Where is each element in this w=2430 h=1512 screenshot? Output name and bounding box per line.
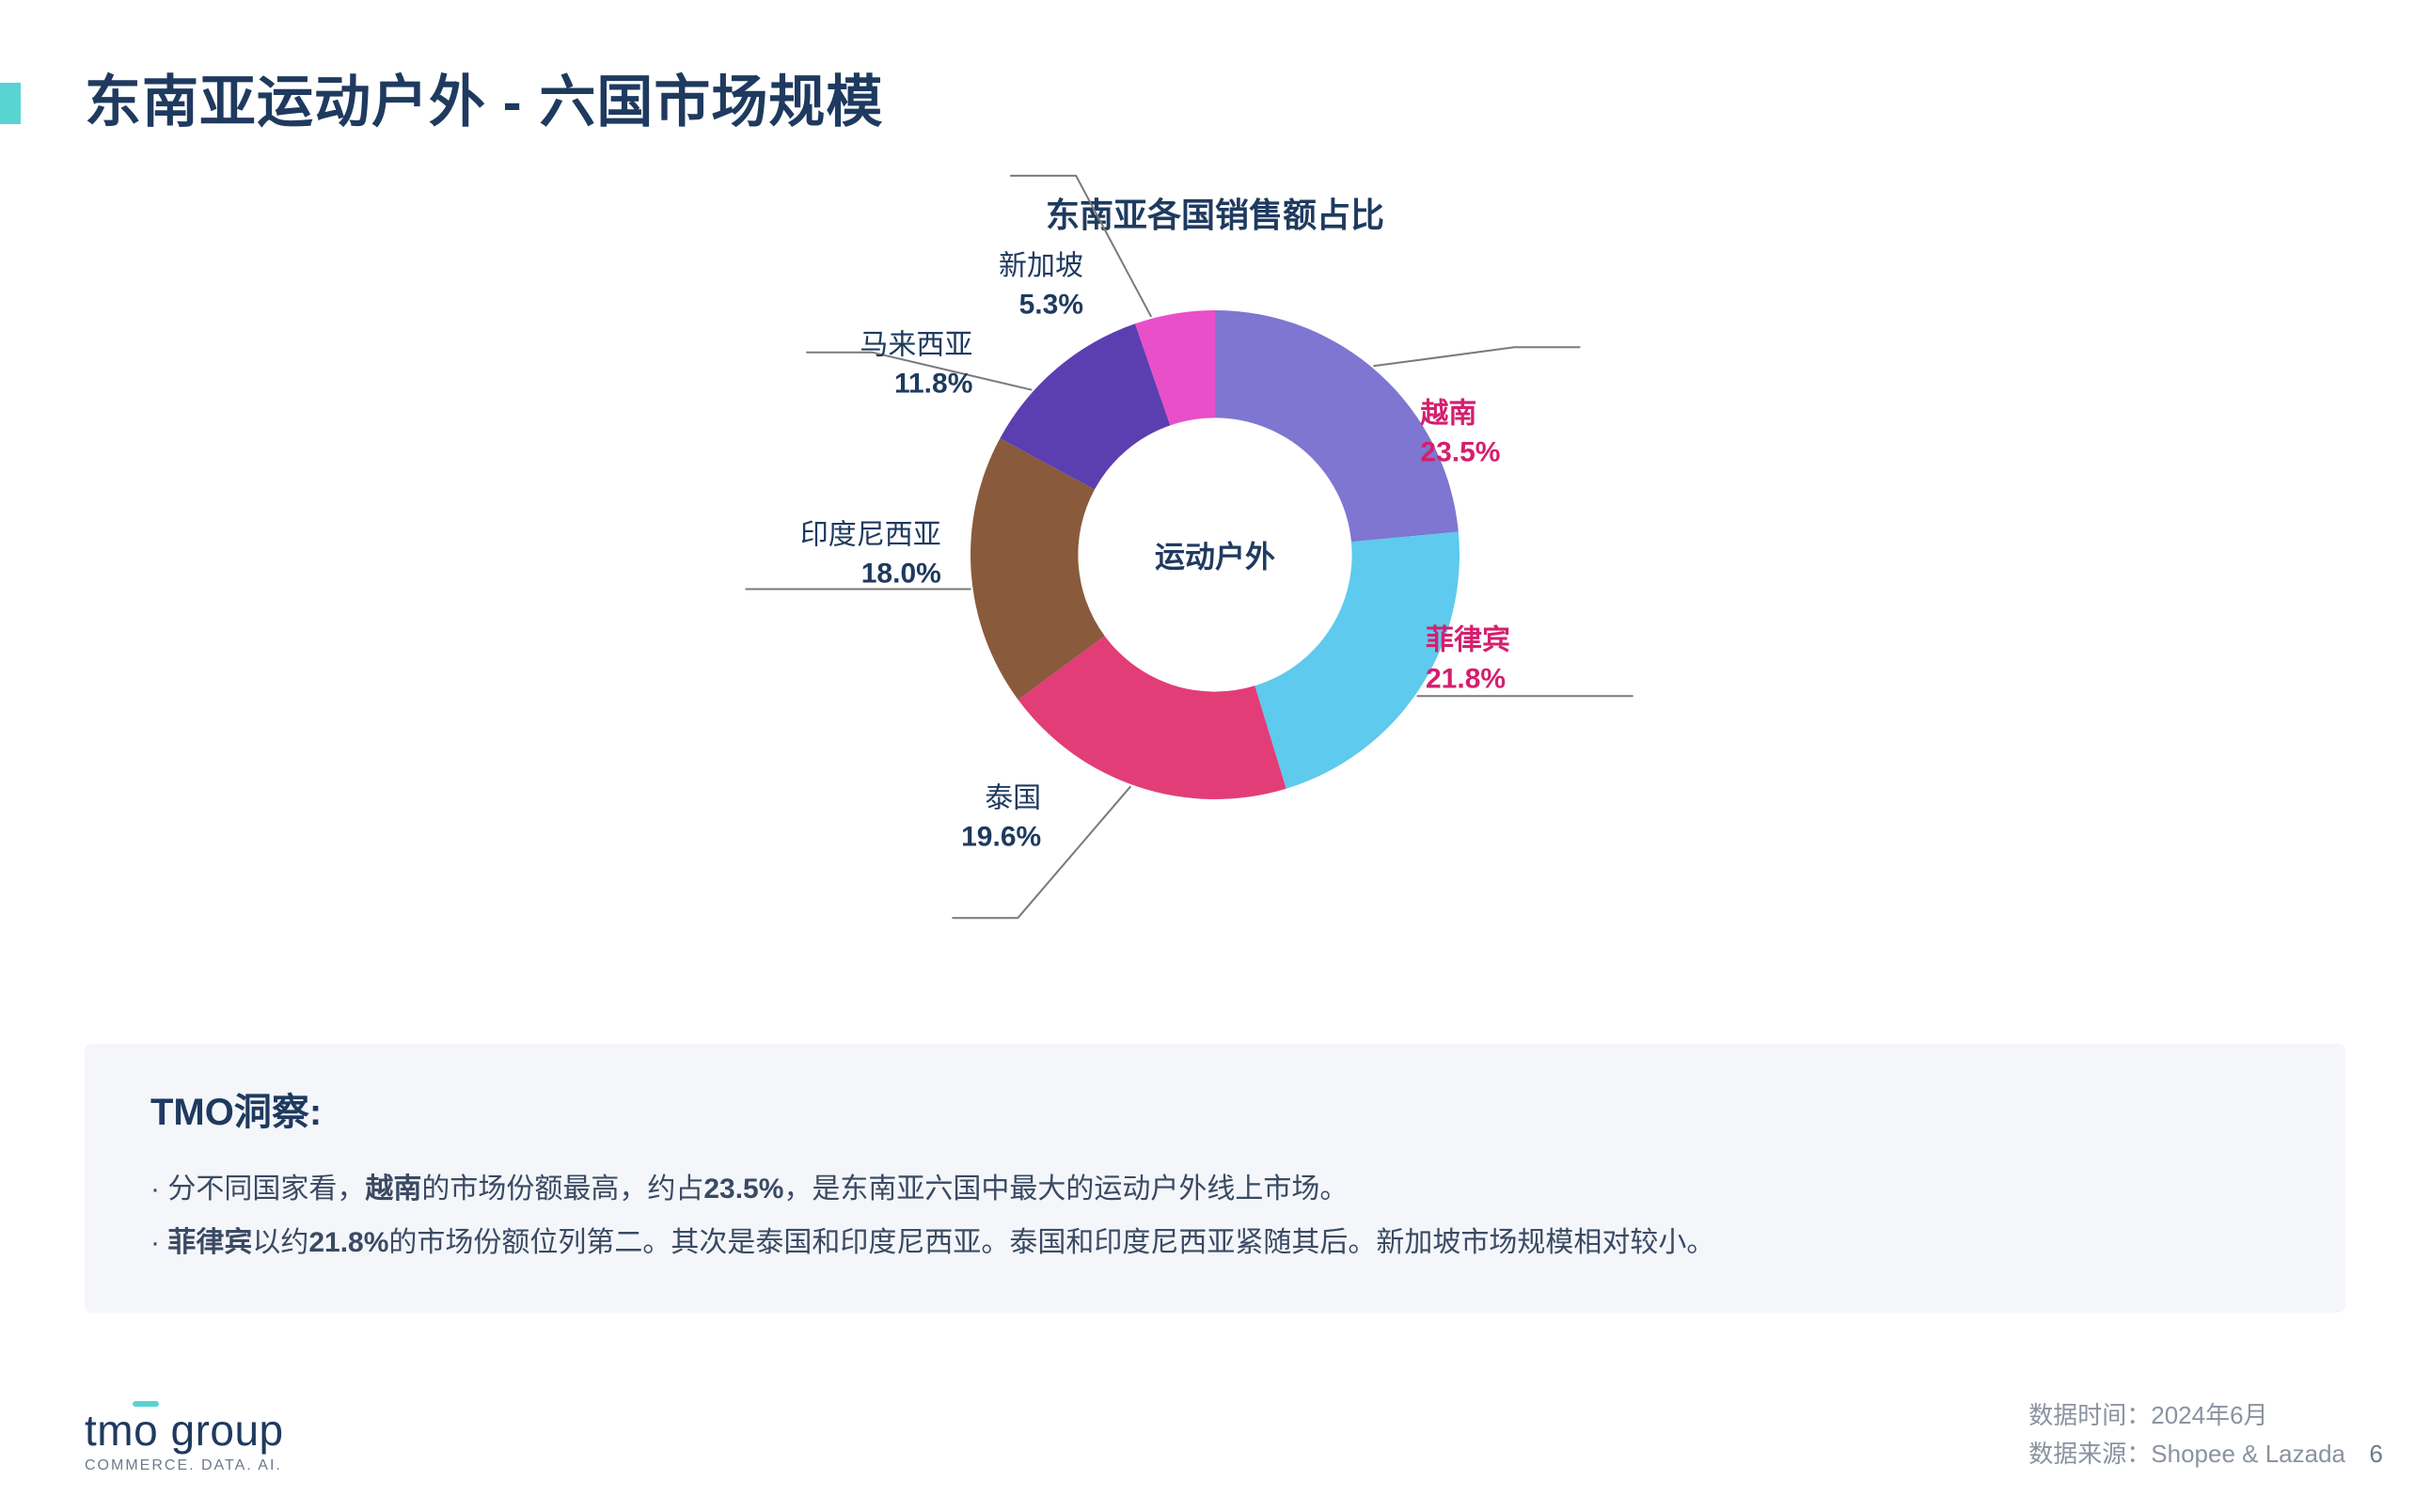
slice-label: 菲律宾21.8%: [1426, 622, 1510, 699]
logo-brand: tmo group: [85, 1405, 284, 1456]
insight-title: TMO洞察:: [150, 1081, 2280, 1136]
slide-page: 东南亚运动户外 - 六国市场规模 东南亚各国销售额占比 运动户外 越南23.5%…: [0, 0, 2430, 1512]
insight-bullets: · 分不同国家看，越南的市场份额最高，约占23.5%，是东南亚六国中最大的运动户…: [150, 1162, 2280, 1269]
slice-pct: 11.8%: [860, 365, 972, 403]
slice-label: 泰国19.6%: [961, 780, 1041, 857]
page-title: 东南亚运动户外 - 六国市场规模: [85, 56, 883, 138]
slice-pct: 18.0%: [800, 555, 941, 593]
accent-bar: [0, 83, 21, 124]
insight-bullet: · 菲律宾以约21.8%的市场份额位列第二。其次是泰国和印度尼西亚。泰国和印度尼…: [150, 1216, 2280, 1269]
meta-time-label: 数据时间：: [2028, 1401, 2151, 1429]
logo-tagline: COMMERCE. DATA. AI.: [85, 1457, 284, 1474]
slice-label: 印度尼西亚18.0%: [800, 517, 941, 593]
donut-center-label: 运动户外: [1155, 533, 1275, 576]
meta-source-value: Shopee & Lazada: [2151, 1440, 2345, 1468]
logo: tmo group COMMERCE. DATA. AI.: [85, 1405, 284, 1474]
meta-source-label: 数据来源：: [2028, 1440, 2151, 1468]
meta-source: 数据来源：Shopee & Lazada: [2028, 1435, 2345, 1474]
insight-box: TMO洞察: · 分不同国家看，越南的市场份额最高，约占23.5%，是东南亚六国…: [85, 1044, 2345, 1313]
donut-chart: 运动户外 越南23.5%菲律宾21.8%泰国19.6%印度尼西亚18.0%马来西…: [952, 291, 1478, 818]
meta-time: 数据时间：2024年6月: [2028, 1396, 2345, 1436]
slice-name: 泰国: [961, 780, 1041, 819]
slice-name: 新加坡: [999, 248, 1083, 287]
insight-bullet: · 分不同国家看，越南的市场份额最高，约占23.5%，是东南亚六国中最大的运动户…: [150, 1162, 2280, 1216]
meta-time-value: 2024年6月: [2151, 1401, 2267, 1429]
slice-name: 菲律宾: [1426, 622, 1510, 661]
footer-meta: 数据时间：2024年6月 数据来源：Shopee & Lazada: [2028, 1396, 2345, 1474]
slice-pct: 23.5%: [1420, 433, 1500, 472]
page-number: 6: [2370, 1440, 2383, 1469]
slice-pct: 21.8%: [1426, 660, 1510, 699]
slice-label: 新加坡5.3%: [999, 248, 1083, 324]
slice-name: 马来西亚: [860, 327, 972, 366]
footer: tmo group COMMERCE. DATA. AI. 数据时间：2024年…: [85, 1396, 2345, 1474]
slice-name: 印度尼西亚: [800, 517, 941, 556]
chart-title: 东南亚各国销售额占比: [1046, 188, 1384, 237]
slice-name: 越南: [1420, 396, 1500, 434]
slice-label: 马来西亚11.8%: [860, 327, 972, 403]
slice-pct: 19.6%: [961, 818, 1041, 857]
slice-label: 越南23.5%: [1420, 396, 1500, 472]
slice-pct: 5.3%: [999, 286, 1083, 324]
